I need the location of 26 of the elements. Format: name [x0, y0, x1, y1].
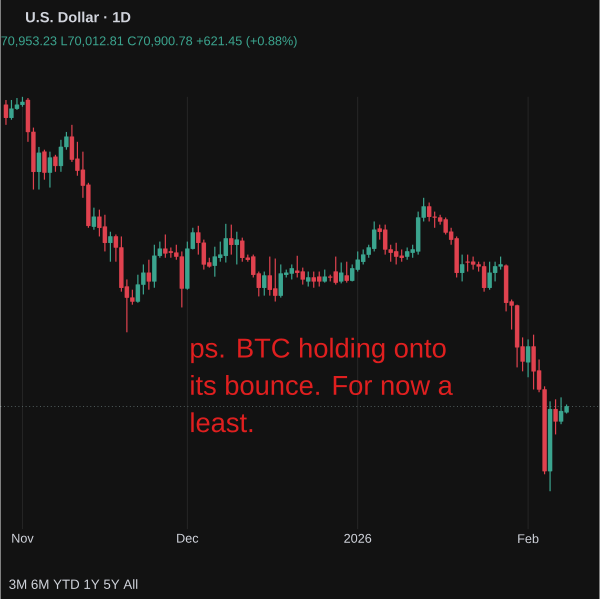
- x-tick-label: Nov: [12, 534, 34, 543]
- candlestick: [92, 207, 96, 230]
- candlestick: [306, 270, 310, 288]
- candlestick: [48, 151, 52, 188]
- candlestick: [146, 259, 152, 290]
- chart-title: U.S. Dollar · 1D: [26, 12, 130, 22]
- candlestick: [36, 146, 42, 190]
- chart-subtitle: 70,953.23 L70,012.81 C70,900.78 +621.45 (+0.88%): [1, 36, 297, 48]
- text: 3M 6M YTD 1Y 5Y All: [9, 579, 138, 589]
- candlestick: [4, 99, 8, 126]
- candlestick: [229, 224, 234, 256]
- candlestick: [322, 268, 327, 284]
- candlestick: [344, 261, 349, 284]
- x-tick-label: Feb: [518, 534, 538, 544]
- x-tick-label: 2026: [344, 534, 372, 543]
- candlestick: [262, 270, 266, 296]
- candlestick: [553, 398, 558, 436]
- candlestick: [234, 231, 240, 266]
- candlestick: [108, 231, 113, 262]
- candlestick: [526, 338, 530, 378]
- candlestick: [42, 149, 47, 180]
- candlestick: [339, 262, 344, 284]
- x-tick-label: Dec: [177, 534, 198, 543]
- candlestick: [53, 154, 58, 172]
- candlestick: [460, 254, 464, 282]
- annotation: ps. BTC holding onto its bounce. For now a least.: [191, 338, 453, 432]
